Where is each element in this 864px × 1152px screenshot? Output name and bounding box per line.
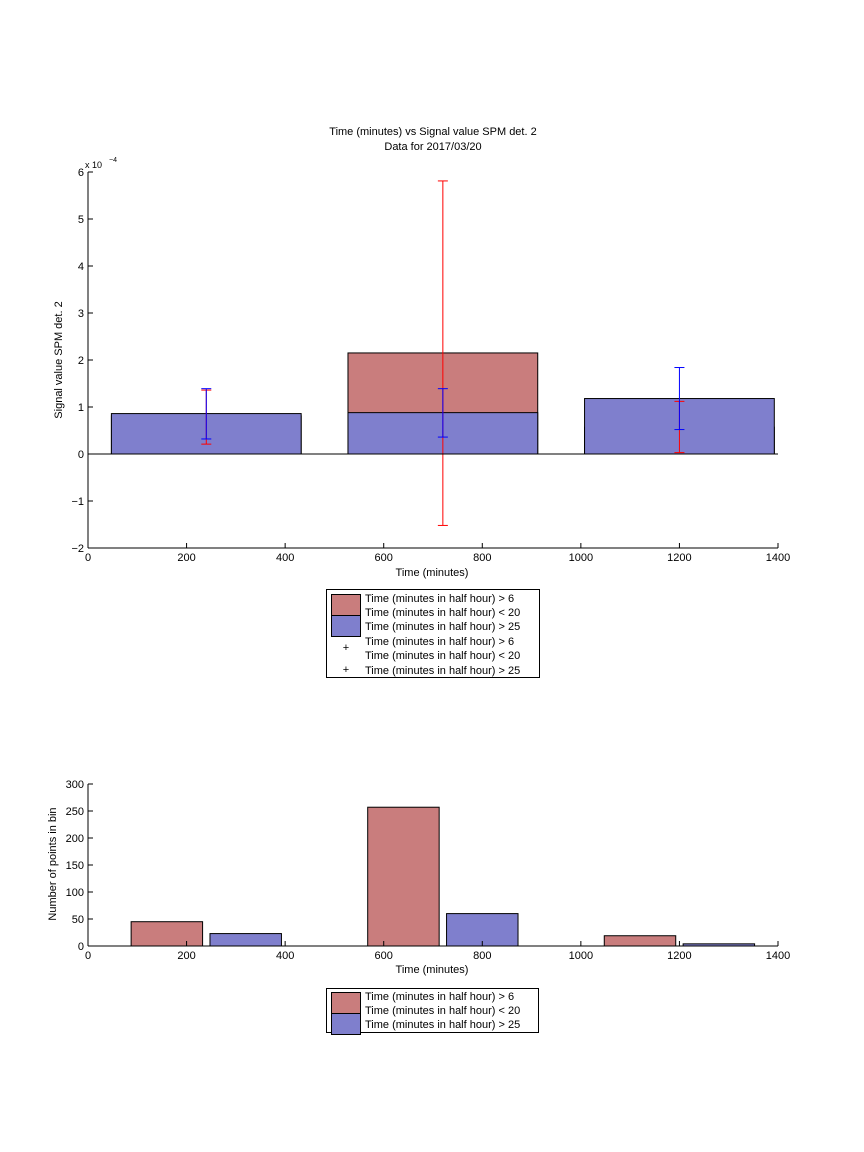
chart2-x-tick-label: 600 — [375, 950, 393, 962]
chart1-x-ticks: 0 200 400 600 800 1000 1200 1400 — [85, 543, 790, 564]
chart1-legend-marker-series-b: + — [343, 664, 349, 676]
chart1-legend-swatch-series-b — [331, 615, 361, 637]
chart2-bar-a — [603, 935, 677, 947]
chart1-y-tick-label: −1 — [71, 496, 84, 508]
chart2-y-ticks: 0 50 100 150 200 250 300 — [66, 779, 93, 953]
chart1-errorbars-series-b — [201, 367, 685, 440]
chart2-y-tick-label: 0 — [78, 941, 84, 953]
chart1-y-tick-label: 3 — [78, 308, 84, 320]
chart1-legend-label-a-line2: Time (minutes in half hour) < 20 — [365, 607, 520, 619]
chart1-y-axis-label: Signal value SPM det. 2 — [53, 301, 65, 418]
chart1-y-tick-label: −2 — [71, 543, 84, 555]
chart1-exponent-power: −4 — [109, 157, 117, 164]
chart2-x-tick-label: 200 — [177, 950, 195, 962]
count-chart: 0 200 400 600 800 1000 1200 1400 0 50 100 150 200 25… — [47, 779, 790, 1035]
chart1-x-tick-label: 400 — [276, 552, 294, 564]
chart1-y-tick-label: 0 — [78, 449, 84, 461]
chart1-legend-swatch-series-a — [331, 594, 361, 616]
chart1-y-tick-label: 6 — [78, 167, 84, 179]
chart2-y-tick-label: 50 — [72, 914, 84, 926]
chart1-y-tick-label: 2 — [78, 355, 84, 367]
chart2-x-tick-label: 400 — [276, 950, 294, 962]
chart2-y-tick-label: 100 — [66, 887, 84, 899]
chart1-legend-label-b: Time (minutes in half hour) > 25 — [365, 621, 520, 633]
chart1-subtitle: Data for 2017/03/20 — [384, 141, 481, 153]
chart1-x-axis-label: Time (minutes) — [396, 567, 469, 579]
chart1-x-tick-label: 1400 — [766, 552, 790, 564]
chart2-x-axis-label: Time (minutes) — [396, 964, 469, 976]
chart2-legend: Time (minutes in half hour) > 6 Time (mi… — [326, 988, 539, 1035]
chart2-x-tick-label: 1400 — [766, 950, 790, 962]
chart1-title: Time (minutes) vs Signal value SPM det. … — [329, 126, 536, 138]
chart1-legend: + + Time (minutes in half hour) > 6 Time… — [326, 589, 540, 678]
chart2-x-tick-label: 1000 — [569, 950, 593, 962]
chart2-y-tick-label: 250 — [66, 806, 84, 818]
chart2-legend-swatch-series-b — [331, 1013, 361, 1035]
chart1-x-tick-label: 1200 — [667, 552, 691, 564]
signal-chart: Time (minutes) vs Signal value SPM det. … — [53, 126, 790, 678]
chart2-bar-b — [209, 933, 282, 947]
chart1-x-tick-label: 800 — [473, 552, 491, 564]
chart2-legend-box — [326, 988, 539, 1033]
chart2-y-tick-label: 300 — [66, 779, 84, 791]
chart1-legend-marker-series-a: + — [343, 642, 349, 654]
chart1-exponent-label: x 10 −4 — [85, 157, 117, 170]
chart1-y-tick-label: 1 — [78, 402, 84, 414]
chart1-exponent-base: x 10 — [85, 160, 102, 170]
chart1-y-tick-label: 4 — [78, 261, 84, 273]
chart2-x-tick-label: 0 — [85, 950, 91, 962]
chart2-legend-label-a-line1: Time (minutes in half hour) > 6 — [365, 991, 514, 1003]
chart2-bars-series-b — [209, 913, 756, 947]
chart2-bar-a — [367, 806, 440, 947]
chart1-legend-marker-label-a-line1: Time (minutes in half hour) > 6 — [365, 636, 514, 648]
chart2-y-tick-label: 200 — [66, 833, 84, 845]
chart2-bar-a — [130, 921, 204, 947]
chart2-x-tick-label: 800 — [473, 950, 491, 962]
chart2-x-tick-label: 1200 — [667, 950, 691, 962]
chart1-legend-marker-label-a-line2: Time (minutes in half hour) < 20 — [365, 650, 520, 662]
chart2-x-ticks: 0 200 400 600 800 1000 1200 1400 — [85, 941, 790, 962]
chart1-legend-marker-label-b: Time (minutes in half hour) > 25 — [365, 665, 520, 677]
chart1-legend-label-a-line1: Time (minutes in half hour) > 6 — [365, 593, 514, 605]
chart2-y-axis-label: Number of points in bin — [47, 807, 59, 920]
chart1-x-tick-label: 1000 — [569, 552, 593, 564]
chart1-legend-box — [326, 589, 540, 678]
chart1-y-tick-label: 5 — [78, 214, 84, 226]
chart1-x-tick-label: 200 — [177, 552, 195, 564]
chart1-y-ticks: −2 −1 0 1 2 3 4 5 6 — [71, 167, 93, 555]
chart2-y-tick-label: 150 — [66, 860, 84, 872]
chart2-legend-label-a-line2: Time (minutes in half hour) < 20 — [365, 1005, 520, 1017]
chart1-x-tick-label: 0 — [85, 552, 91, 564]
chart2-legend-label-b: Time (minutes in half hour) > 25 — [365, 1019, 520, 1031]
chart2-legend-swatch-series-a — [331, 992, 361, 1014]
chart1-x-tick-label: 600 — [375, 552, 393, 564]
chart2-bar-b — [446, 913, 519, 947]
